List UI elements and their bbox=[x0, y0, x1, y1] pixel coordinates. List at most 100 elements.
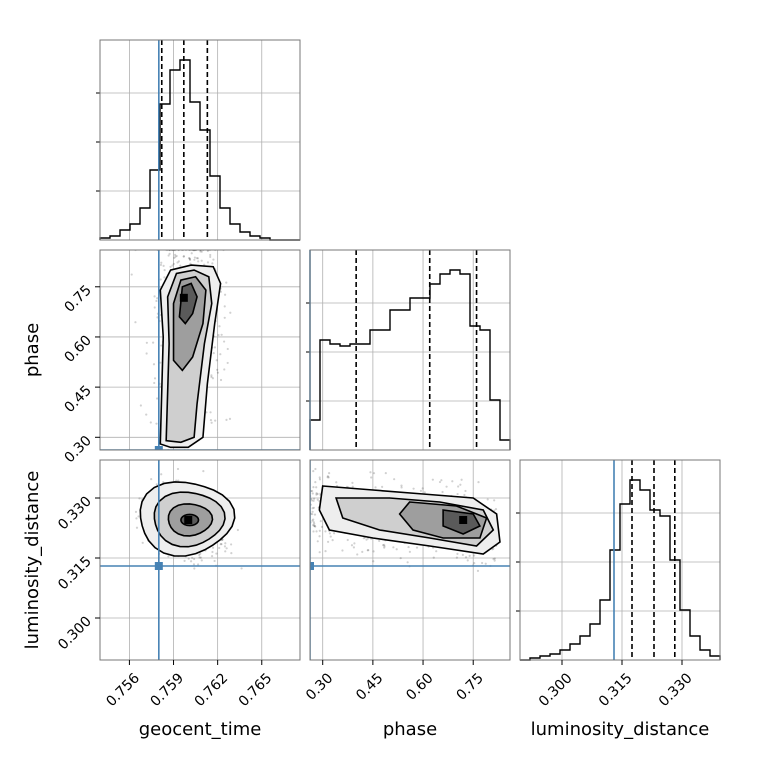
y-axis-label-phase: phase bbox=[22, 323, 43, 377]
contour-line bbox=[334, 497, 495, 547]
sample-point bbox=[176, 467, 180, 471]
sample-point bbox=[473, 561, 476, 565]
sample-point bbox=[156, 297, 159, 300]
sample-point bbox=[314, 525, 317, 528]
sample-point bbox=[329, 535, 332, 538]
sample-point bbox=[493, 559, 496, 562]
sample-point bbox=[153, 377, 157, 380]
sample-point bbox=[219, 543, 222, 546]
truth-marker bbox=[154, 562, 163, 570]
sample-point bbox=[311, 510, 314, 513]
x-tick-label: 0.30 bbox=[303, 670, 336, 703]
x-tick-label: 0.315 bbox=[596, 670, 636, 710]
sample-point bbox=[210, 375, 213, 379]
sample-point bbox=[195, 257, 198, 260]
sample-point bbox=[219, 353, 222, 356]
sample-point bbox=[455, 556, 459, 559]
sample-point bbox=[153, 381, 156, 385]
sample-point bbox=[399, 557, 402, 560]
y-axis-label-luminosity_distance: luminosity_distance bbox=[22, 471, 43, 650]
sample-point bbox=[384, 472, 387, 475]
sample-point bbox=[318, 476, 321, 479]
sample-point bbox=[183, 559, 186, 562]
sample-point bbox=[200, 259, 203, 262]
sample-point bbox=[150, 478, 153, 481]
sample-point bbox=[311, 507, 314, 510]
sample-point bbox=[311, 489, 314, 493]
sample-point bbox=[367, 549, 370, 552]
sample-point bbox=[216, 371, 220, 374]
truth-marker bbox=[154, 446, 163, 450]
sample-point bbox=[193, 258, 196, 261]
sample-point bbox=[160, 344, 163, 347]
sample-point bbox=[155, 397, 159, 400]
sample-point bbox=[182, 255, 185, 258]
sample-point bbox=[494, 507, 498, 511]
sample-point bbox=[419, 489, 423, 492]
x-tick-label: 0.762 bbox=[192, 670, 232, 710]
sample-point bbox=[365, 538, 368, 541]
contour-line bbox=[159, 264, 222, 449]
sample-point bbox=[223, 305, 226, 308]
sample-point bbox=[408, 550, 411, 553]
sample-point bbox=[353, 542, 356, 545]
sample-point bbox=[159, 263, 163, 267]
sample-point bbox=[352, 546, 356, 549]
sample-point bbox=[372, 550, 375, 553]
sample-point bbox=[171, 264, 174, 267]
sample-point bbox=[199, 552, 202, 555]
sample-point bbox=[492, 557, 495, 561]
sample-point bbox=[459, 483, 462, 486]
histogram-geocent_time-frame bbox=[99, 39, 301, 241]
sample-point bbox=[167, 555, 170, 558]
sample-point bbox=[315, 530, 318, 533]
sample-point bbox=[313, 513, 317, 516]
y-tick-label: 0.45 bbox=[61, 383, 94, 416]
density-peak bbox=[459, 516, 468, 524]
x-tick-label: 0.765 bbox=[236, 670, 276, 710]
sample-point bbox=[167, 254, 170, 257]
sample-point bbox=[200, 250, 203, 253]
sample-point bbox=[162, 264, 165, 268]
sample-point bbox=[213, 346, 216, 349]
sample-point bbox=[220, 333, 223, 336]
sample-point bbox=[192, 563, 196, 566]
sample-point bbox=[312, 521, 315, 524]
sample-point bbox=[311, 512, 314, 516]
histogram-phase-frame bbox=[309, 249, 511, 451]
sample-point bbox=[141, 541, 144, 544]
sample-point bbox=[461, 553, 464, 556]
y-tick-label: 0.75 bbox=[61, 282, 94, 315]
sample-point bbox=[206, 261, 210, 264]
sample-point bbox=[383, 545, 386, 548]
sample-point bbox=[188, 257, 191, 260]
sample-point bbox=[351, 485, 354, 488]
sample-point bbox=[230, 552, 233, 555]
sample-point bbox=[451, 480, 454, 483]
sample-point bbox=[152, 363, 156, 366]
x-axis-phase: 0.30 0.45 0.60 0.75 bbox=[303, 660, 487, 704]
sample-point bbox=[421, 487, 424, 490]
sample-point bbox=[174, 255, 177, 258]
sample-point bbox=[179, 264, 182, 267]
sample-point bbox=[310, 499, 313, 502]
sample-point bbox=[311, 492, 314, 495]
histogram-step-phase bbox=[309, 269, 511, 450]
sample-point bbox=[313, 522, 316, 525]
sample-point bbox=[319, 520, 322, 523]
sample-point bbox=[351, 481, 354, 484]
sample-point bbox=[212, 352, 215, 355]
sample-point bbox=[372, 560, 375, 563]
sample-point bbox=[187, 557, 190, 560]
sample-point bbox=[464, 556, 468, 559]
sample-point bbox=[423, 491, 426, 494]
sample-point bbox=[214, 419, 217, 422]
density-peak bbox=[184, 516, 193, 524]
x-axis-luminosity_distance: 0.300 0.315 0.330 bbox=[536, 660, 696, 710]
sample-point bbox=[312, 518, 315, 521]
contour-line bbox=[442, 509, 482, 535]
sample-point bbox=[187, 257, 191, 260]
sample-point bbox=[457, 485, 460, 488]
x-tick-label: 0.759 bbox=[147, 670, 187, 710]
sample-point bbox=[175, 254, 178, 258]
